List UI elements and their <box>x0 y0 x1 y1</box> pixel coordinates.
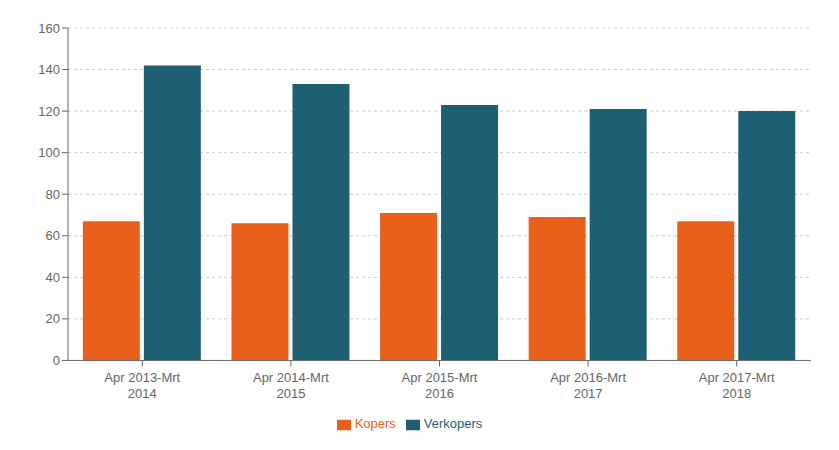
svg-text:Apr 2016-Mrt2017: Apr 2016-Mrt2017 <box>550 370 626 401</box>
svg-text:160: 160 <box>38 21 60 36</box>
html-text:Kopers: Kopers <box>354 416 396 432</box>
svg-text:100: 100 <box>38 145 60 160</box>
svg-text:20: 20 <box>46 311 60 326</box>
svg-text:120: 120 <box>38 104 60 119</box>
svg-text:60: 60 <box>46 228 60 243</box>
html-text:Verkopers: Verkopers <box>423 416 483 432</box>
svg-text:Apr 2017-Mrt2018: Apr 2017-Mrt2018 <box>699 370 775 401</box>
svg-text:80: 80 <box>46 187 60 202</box>
svg-text:140: 140 <box>38 62 60 77</box>
svg-text:Apr 2013-Mrt2014: Apr 2013-Mrt2014 <box>104 370 180 401</box>
svg-text:40: 40 <box>46 270 60 285</box>
svg-text:0: 0 <box>53 353 60 368</box>
svg-text:Apr 2015-Mrt2016: Apr 2015-Mrt2016 <box>402 370 478 401</box>
svg-text:Apr 2014-Mrt2015: Apr 2014-Mrt2015 <box>253 370 329 401</box>
